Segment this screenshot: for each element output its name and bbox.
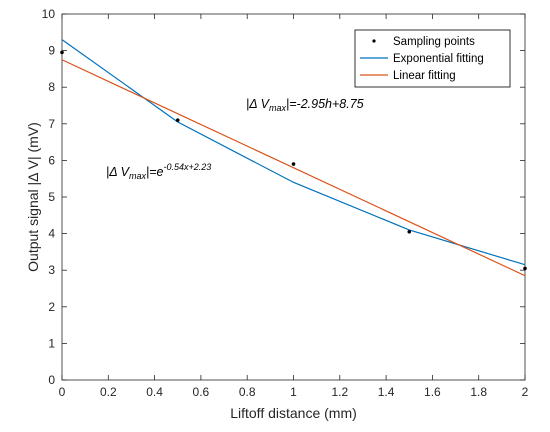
y-tick-label: 2 xyxy=(48,300,55,314)
exp-eq-sub: max xyxy=(129,171,147,181)
x-tick-label: 0 xyxy=(59,385,66,399)
legend-marker-sampling-points xyxy=(372,39,376,43)
legend-label-linear-fitting: Linear fitting xyxy=(393,70,456,82)
linear-fit-equation: |Δ Vmax|=-2.95h+8.75 xyxy=(246,97,364,113)
x-tick-label: 0.4 xyxy=(146,385,163,399)
y-tick-label: 3 xyxy=(48,263,55,277)
data-point xyxy=(523,266,527,271)
y-tick-label: 4 xyxy=(48,227,55,241)
linear-eq-post: |=-2.95h+8.75 xyxy=(286,97,364,111)
legend: Sampling points Exponential fitting Line… xyxy=(354,29,511,88)
data-point xyxy=(407,229,412,234)
x-tick-label: 0.2 xyxy=(100,385,117,399)
data-point xyxy=(291,162,296,166)
x-tick-label: 2 xyxy=(522,385,529,399)
linear-eq-pre: |Δ V xyxy=(246,97,271,111)
series-line-exponential-fitting xyxy=(61,39,526,266)
series-line-linear-fitting xyxy=(61,59,526,277)
x-tick-label: 0.6 xyxy=(193,385,210,399)
x-axis-label: Liftoff distance (mm) xyxy=(230,405,357,421)
y-tick-label: 6 xyxy=(48,153,55,167)
x-tick-label: 1.6 xyxy=(424,385,441,399)
exp-eq-pre: |Δ V xyxy=(106,165,131,179)
exp-eq-sup: -0.54x+2.23 xyxy=(164,162,212,172)
series-layer xyxy=(60,39,527,277)
data-point xyxy=(60,50,64,55)
x-tick-label: 1 xyxy=(290,385,297,399)
y-tick-label: 9 xyxy=(48,44,55,58)
y-tick-label: 7 xyxy=(48,117,55,131)
y-tick-label: 5 xyxy=(48,190,55,204)
x-tick-label: 1.2 xyxy=(331,385,348,399)
x-tick-label: 1.4 xyxy=(378,385,395,399)
x-tick-label: 0.8 xyxy=(239,385,256,399)
y-tick-label: 1 xyxy=(48,336,55,350)
y-axis-label: Output signal |Δ V| (mV) xyxy=(25,122,41,272)
y-tick-label: 8 xyxy=(48,80,55,94)
exponential-fit-equation: |Δ Vmax|=e-0.54x+2.23 xyxy=(106,162,211,181)
y-tick-label: 10 xyxy=(42,7,56,21)
legend-label-exponential-fitting: Exponential fitting xyxy=(393,53,484,65)
y-tick-label: 0 xyxy=(48,373,55,387)
linear-eq-sub: max xyxy=(269,103,287,113)
y-axis-ticks: 0 1 2 3 4 5 6 7 8 9 10 xyxy=(42,7,525,387)
exp-eq-mid: |=e xyxy=(146,165,164,179)
legend-label-sampling-points: Sampling points xyxy=(393,36,475,48)
x-tick-label: 1.8 xyxy=(470,385,487,399)
x-axis-ticks: 0 0.2 0.4 0.6 0.8 1 1.2 1.4 1.6 1.8 2 xyxy=(59,14,529,399)
data-point xyxy=(175,118,180,122)
